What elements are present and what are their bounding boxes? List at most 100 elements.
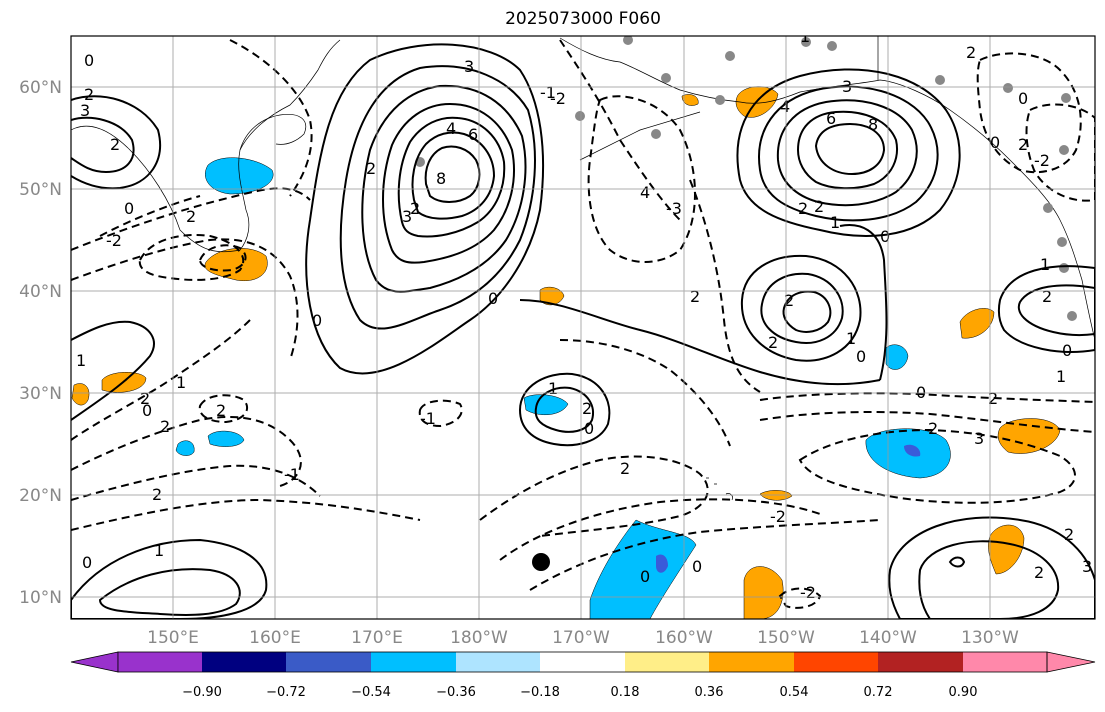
high-pressure-contour — [776, 99, 918, 207]
colorbar-segment — [794, 652, 878, 672]
colorbar-tick: −0.18 — [520, 685, 560, 700]
low-pressure-contour — [71, 320, 155, 421]
contour-label: 0 — [692, 557, 702, 576]
contour-label: 1 — [800, 27, 810, 46]
contour-label: 1 — [1040, 255, 1050, 274]
latitude-label: 50°N — [19, 180, 62, 200]
contour-label: -1 — [284, 465, 300, 484]
contour-label: 6 — [468, 125, 478, 144]
negative-contour — [976, 52, 1082, 174]
low-pressure-contour — [424, 145, 481, 203]
contour-label: 0 — [124, 199, 134, 218]
contour-label: 0 — [84, 51, 94, 70]
contour-label: -2 — [770, 507, 786, 526]
negative-contour — [1025, 103, 1095, 202]
contour-label: 2 — [966, 43, 976, 62]
negative-contours — [71, 39, 1095, 609]
colorbar-ticks: −0.90 −0.72 −0.54 −0.36 −0.18 0.18 0.36 … — [182, 685, 977, 700]
colorbar-tick: −0.72 — [266, 685, 306, 700]
strong-negative-core — [656, 554, 668, 573]
colorbar-extend-low — [70, 651, 119, 673]
highlight-marker — [532, 553, 550, 571]
contour-label: 0 — [856, 347, 866, 366]
longitude-label: 140°W — [859, 628, 917, 648]
high-pressure-contour — [948, 556, 966, 568]
longitude-labels: 150°E 160°E 170°E 180°W 170°W 160°W 150°… — [147, 628, 1019, 648]
longitude-label: 170°W — [552, 628, 610, 648]
contour-label: 1 — [846, 329, 856, 348]
colorbar-segment — [202, 652, 286, 672]
station-marker — [1059, 145, 1069, 155]
contour-label: 2 — [768, 333, 778, 352]
high-pressure-contour — [888, 516, 1095, 619]
negative-contour — [587, 95, 696, 263]
colorbar-tick: 0.36 — [695, 685, 724, 700]
station-marker — [1003, 83, 1013, 93]
contour-label: 2 — [160, 417, 170, 436]
low-pressure-contour — [71, 538, 268, 619]
contour-label: -2 — [106, 231, 122, 250]
high-pressure-contour — [736, 68, 961, 237]
contour-label: 2 — [620, 459, 630, 478]
contour-label: 0 — [640, 567, 650, 586]
negative-contour — [418, 399, 463, 428]
station-markers — [415, 36, 1077, 321]
colorbar-tick: −0.90 — [182, 685, 222, 700]
colorbar-segment — [625, 652, 709, 672]
longitude-label: 170°E — [351, 628, 403, 648]
low-pressure-contour — [411, 131, 496, 220]
colorbar-extend-high — [1046, 651, 1096, 673]
zero-contour — [839, 224, 888, 381]
contour-label: 2 — [140, 389, 150, 408]
positive-contours — [71, 43, 1095, 619]
low-pressure-contour — [71, 116, 135, 174]
negative-contour — [778, 587, 822, 609]
negative-contour — [759, 411, 1095, 433]
contour-label: 2 — [1042, 287, 1052, 306]
contour-labels: 0 2 3 2 0 2 -2 1 2 0 1 2 2 -1 2 0 1 3 6 … — [76, 27, 1092, 602]
contour-label: 6 — [826, 109, 836, 128]
station-marker — [623, 36, 633, 45]
station-marker — [661, 73, 671, 83]
station-marker — [827, 41, 837, 51]
negative-contour — [499, 498, 821, 561]
colorbar-tick: 0.54 — [780, 685, 809, 700]
low-pressure-contour — [305, 43, 545, 375]
contour-label: 2 — [1018, 135, 1028, 154]
station-marker — [715, 95, 725, 105]
colorbar-segment — [118, 652, 202, 672]
station-marker — [725, 51, 735, 61]
map-area: 0 2 3 2 0 2 -2 1 2 0 1 2 2 -1 2 0 1 3 6 … — [71, 27, 1095, 619]
negative-contour — [479, 455, 709, 537]
station-marker — [575, 111, 585, 121]
contour-label: 0 — [1062, 341, 1072, 360]
contour-label: 2 — [410, 199, 420, 218]
colorbar-tick: 0.18 — [611, 685, 640, 700]
negative-anomaly-blob — [207, 430, 245, 447]
asia-coastline — [71, 39, 341, 253]
longitude-label: 150°E — [147, 628, 199, 648]
contour-label: 2 — [216, 401, 226, 420]
longitude-label: 160°W — [655, 628, 713, 648]
contour-label: 2 — [814, 197, 824, 216]
zero-contour — [519, 299, 881, 386]
station-marker — [1059, 263, 1069, 273]
contour-label: 2 — [1064, 525, 1074, 544]
positive-anomaly-blob — [743, 566, 784, 619]
contour-label: 2 — [928, 419, 938, 438]
negative-contour — [71, 464, 321, 501]
negative-anomaly-blob — [885, 344, 909, 370]
strong-negative-core — [904, 444, 921, 457]
negative-contour — [559, 339, 731, 447]
station-marker — [1067, 311, 1077, 321]
low-pressure-contour — [339, 65, 536, 330]
station-marker — [1061, 93, 1071, 103]
colorbar-segment — [286, 652, 371, 672]
low-pressure-contour — [397, 116, 506, 238]
contour-label: 0 — [1018, 89, 1028, 108]
colorbar-tick: −0.36 — [436, 685, 476, 700]
colorbar-tick: −0.54 — [351, 685, 391, 700]
contour-label: 2 — [110, 135, 120, 154]
map-title: 2025073000 F060 — [505, 9, 661, 29]
ocean-background — [71, 36, 1095, 619]
